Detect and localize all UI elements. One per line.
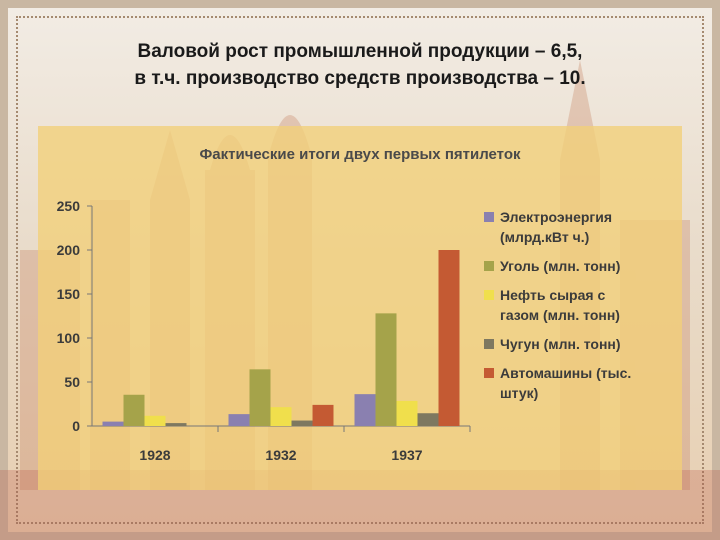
legend-label: Электроэнергия (млрд.кВт ч.) (500, 209, 613, 245)
legend-item: Электроэнергия (млрд.кВт ч.) (478, 207, 688, 247)
legend-swatch (484, 339, 494, 349)
legend-label: Автомашины (тыс. штук) (500, 365, 632, 401)
bar-1937-series-4 (417, 413, 439, 426)
x-tick-label: 1932 (265, 447, 296, 463)
legend-item: Уголь (млн. тонн) (478, 256, 688, 276)
bar-1932-series-3 (270, 407, 292, 426)
bar-1928-series-1 (102, 421, 124, 426)
bar-1937-series-2 (375, 313, 397, 426)
y-tick-label: 100 (57, 330, 81, 346)
legend-item: Автомашины (тыс. штук) (478, 363, 688, 403)
legend-label: Уголь (млн. тонн) (500, 258, 621, 274)
legend-swatch (484, 212, 494, 222)
legend-swatch (484, 261, 494, 271)
y-tick-label: 50 (64, 374, 80, 390)
bar-1932-series-1 (228, 414, 250, 426)
bar-1937-series-3 (396, 400, 418, 426)
bar-1932-series-5 (312, 404, 334, 426)
bar-1932-series-4 (291, 420, 313, 426)
bar-1937-series-5 (438, 250, 460, 426)
legend-swatch (484, 290, 494, 300)
bar-1928-series-4 (165, 423, 187, 426)
slide-border (16, 16, 704, 524)
slide-title: Валовой рост промышленной продукции – 6,… (0, 38, 720, 92)
slide-title-line-1: Валовой рост промышленной продукции – 6,… (137, 41, 583, 62)
legend-item: Нефть сырая с газом (млн. тонн) (478, 285, 688, 325)
legend-label: Нефть сырая с газом (млн. тонн) (500, 287, 620, 323)
chart-legend: Электроэнергия (млрд.кВт ч.) Уголь (млн. … (478, 207, 688, 412)
y-tick-label: 0 (72, 418, 80, 434)
y-tick-label: 150 (57, 286, 81, 302)
slide-title-line-2: в т.ч. производство средств производства… (134, 68, 586, 89)
x-tick-label: 1928 (139, 447, 170, 463)
y-tick-label: 200 (57, 242, 81, 258)
bar-1928-series-3 (144, 415, 166, 426)
bar-1928-series-2 (123, 394, 145, 426)
bar-1937-series-1 (354, 394, 376, 426)
chart-title: Фактические итоги двух первых пятилеток (199, 146, 521, 163)
bar-1932-series-2 (249, 369, 271, 426)
chart-panel (38, 126, 682, 490)
legend-label: Чугун (млн. тонн) (500, 336, 621, 352)
y-tick-label: 250 (57, 198, 81, 214)
legend-item: Чугун (млн. тонн) (478, 334, 688, 354)
legend-swatch (484, 368, 494, 378)
x-tick-label: 1937 (391, 447, 422, 463)
